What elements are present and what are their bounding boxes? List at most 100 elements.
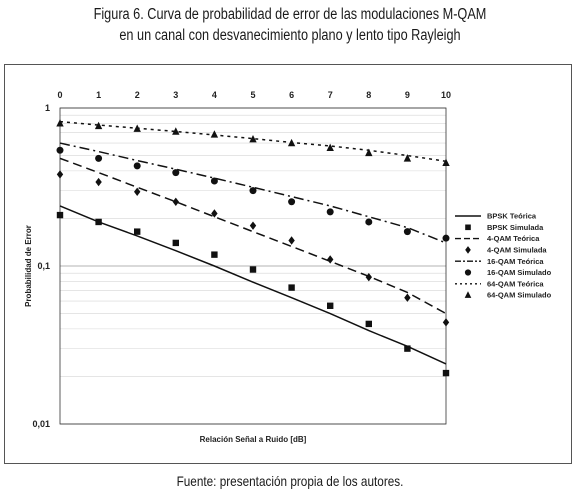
data-point [94,121,103,130]
x-tick-label: 4 [212,90,217,100]
data-point [365,272,372,282]
data-point [442,158,450,166]
figure-title-line-1: Figura 6. Curva de probabilidad de error… [93,6,487,23]
legend-item: 64-QAM Teórica [455,279,544,288]
legend-swatch [465,224,471,231]
legend-swatch [464,269,472,276]
legend-item: 16-QAM Simulado [464,268,552,277]
legend-label: 64-QAM Simulado [487,291,552,300]
series-64-qam-simulado [56,119,450,166]
data-point [365,320,372,328]
figure-source: Fuente: presentación propia de los autor… [176,473,404,489]
legend-swatch [465,246,471,254]
grid [60,107,446,425]
data-point [365,218,373,226]
x-tick-label: 5 [250,90,255,100]
x-tick-label: 9 [405,90,410,100]
legend-swatch [464,291,472,298]
figure-title-line-2: en un canal con desvanecimiento plano y … [119,27,461,44]
data-point [172,239,179,247]
y-axis-ticks: 1 0,1 0,01 [32,103,50,429]
x-tick-label: 1 [96,90,101,100]
data-point [210,130,219,138]
y-tick-label: 0,1 [37,261,50,271]
data-point [326,143,334,151]
legend-label: 4-QAM Simulada [487,246,547,255]
data-point [211,209,218,218]
data-point [56,146,64,154]
x-tick-label: 3 [173,90,178,100]
legend-item: 16-QAM Teórica [455,257,544,266]
x-tick-label: 7 [328,90,333,100]
data-point [249,221,257,230]
series-16-qam-simulado [56,146,450,242]
y-tick-label: 0,01 [32,419,50,429]
data-point [404,293,411,302]
series-bpsk-te-rica [59,205,447,365]
legend: BPSK Teórica BPSK Simulada 4-QAM Teórica 4-… [455,212,552,300]
legend-label: 16-QAM Teórica [487,257,544,266]
legend-item: BPSK Teórica [455,212,537,221]
data-point [442,234,450,242]
legend-label: 64-QAM Teórica [487,279,544,288]
legend-label: BPSK Simulada [487,223,544,232]
x-tick-label: 6 [289,90,294,100]
data-point [172,127,180,135]
data-point [442,318,450,327]
data-point [95,177,102,187]
data-point [56,170,64,179]
chart-frame [4,64,572,464]
legend-item: 4-QAM Simulada [465,246,547,255]
data-point [327,255,334,264]
data-point [133,162,141,170]
data-point [327,302,334,309]
data-point [249,134,257,143]
series-line [59,142,447,244]
data-point [288,198,296,206]
data-point [403,154,412,162]
data-point [211,251,218,258]
y-axis-label: Probabilidad de Error [24,225,33,307]
data-point [249,187,257,195]
data-point [95,218,102,226]
legend-label: 4-QAM Teórica [487,234,540,243]
y-tick-label: 1 [45,103,50,113]
data-point [172,169,180,177]
legend-item: BPSK Simulada [465,223,544,232]
data-point [172,197,179,206]
data-point [56,211,64,219]
data-point [249,266,257,273]
data-point [56,119,64,127]
data-point [95,154,103,162]
series-line [59,157,447,315]
x-axis-label: Relación Señal a Ruido [dB] [200,435,307,444]
series [56,119,450,377]
data-point [326,208,334,216]
data-point [288,284,295,291]
figure-title: Figura 6. Curva de probabilidad de error… [52,4,528,46]
data-point [442,369,450,377]
data-point [134,187,141,196]
series-4-qam-simulada [56,170,450,327]
data-point [403,228,411,236]
x-tick-label: 10 [441,90,451,100]
data-point [133,124,141,132]
x-tick-label: 8 [366,90,371,100]
legend-label: BPSK Teórica [487,212,537,221]
data-point [287,138,296,147]
x-axis-ticks: 0 1 2 3 4 5 6 7 8 9 10 [57,90,451,100]
series-bpsk-simulada [56,211,450,377]
data-point [210,177,218,185]
x-tick-label: 2 [135,90,140,100]
legend-item: 64-QAM Simulado [464,291,552,300]
series-line [59,205,447,365]
series-64-qam-te-rica [59,120,447,163]
plot-area [59,107,447,425]
data-point [134,228,141,235]
legend-item: 4-QAM Teórica [455,234,540,243]
error-probability-chart: 0 1 2 3 4 5 6 7 8 9 10 10,10,01 Relación Señal a R… [24,90,552,444]
legend-label: 16-QAM Simulado [487,268,552,277]
x-tick-label: 0 [57,90,62,100]
series-line [59,120,447,163]
data-point [404,345,411,352]
